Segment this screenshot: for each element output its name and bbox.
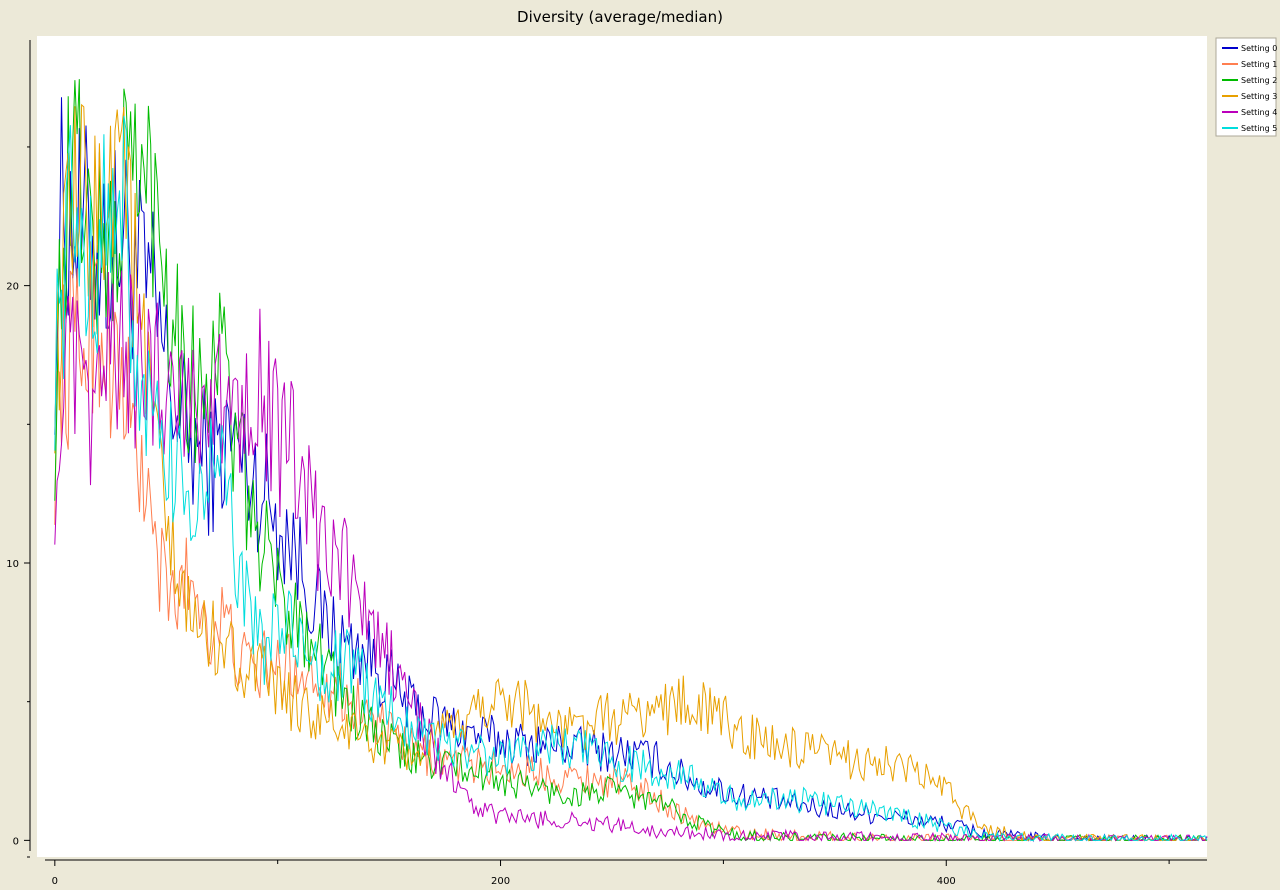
legend-label: Setting 0 — [1241, 44, 1277, 53]
x-tick-label: 0 — [52, 876, 58, 887]
legend-label: Setting 3 — [1241, 92, 1277, 101]
y-tick-label: 20 — [6, 282, 19, 293]
series-line — [54, 115, 1208, 843]
legend-box — [1215, 37, 1277, 137]
series-layer — [54, 79, 1208, 843]
x-tick-label: 200 — [491, 876, 510, 887]
series-line — [54, 241, 1207, 843]
y-tick-label: 0 — [13, 836, 19, 847]
series-line — [54, 270, 1208, 843]
y-tick-label: 10 — [6, 559, 19, 570]
x-tick-label: 400 — [937, 876, 956, 887]
series-line — [54, 103, 1208, 842]
legend: Setting 0 Setting 1 Setting 2 Setting 3 Sett… — [1215, 37, 1277, 137]
chart-title: Diversity (average/median) — [517, 8, 723, 26]
x-ticks: 0 200 400 — [52, 860, 1170, 887]
legend-label: Setting 5 — [1241, 124, 1277, 133]
legend-label: Setting 2 — [1241, 76, 1277, 85]
legend-label: Setting 4 — [1241, 108, 1277, 117]
y-ticks: 0 10 20 — [6, 146, 30, 858]
legend-label: Setting 1 — [1241, 60, 1277, 69]
